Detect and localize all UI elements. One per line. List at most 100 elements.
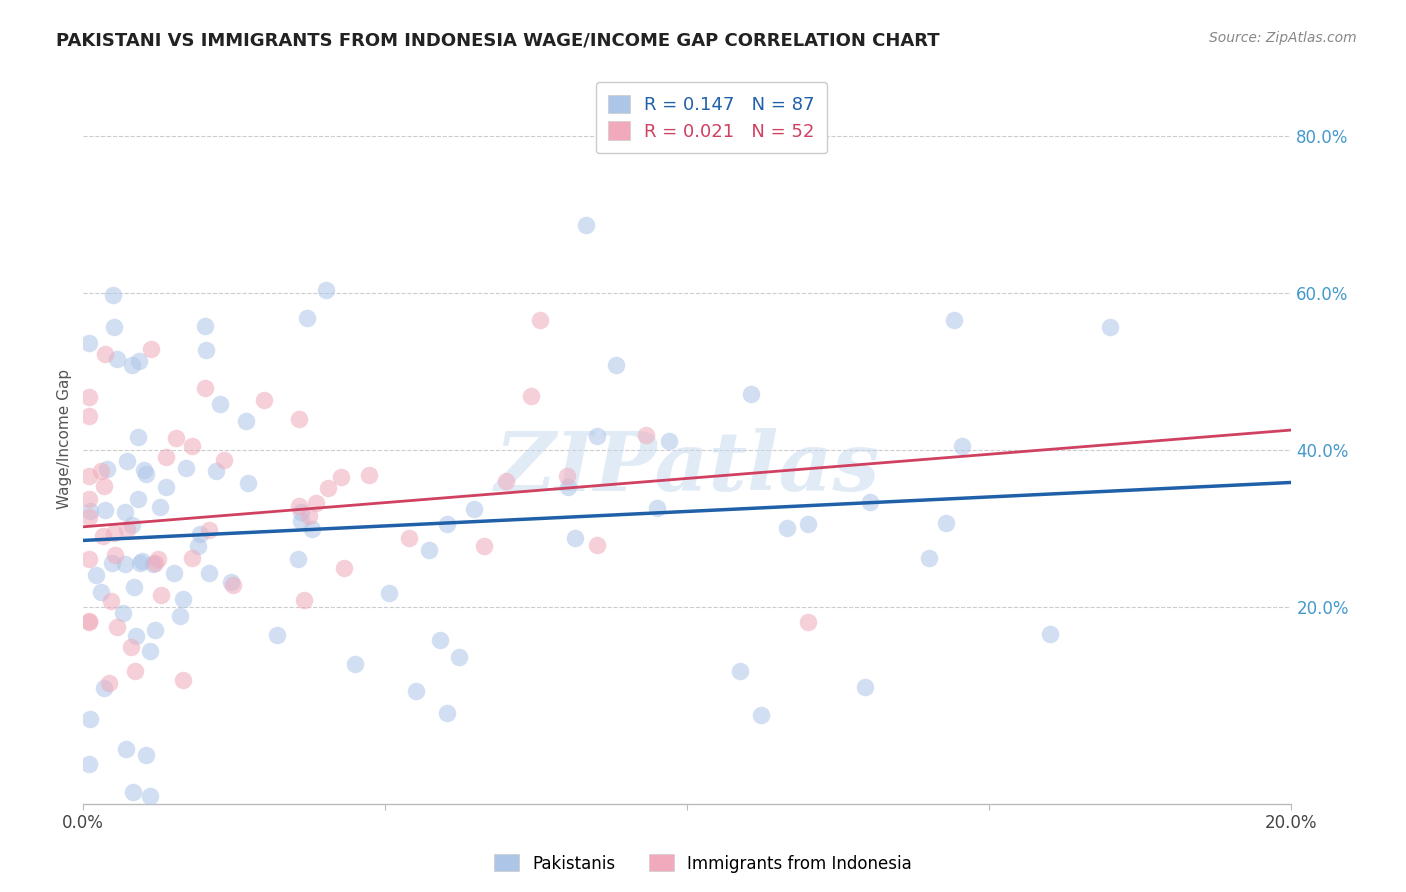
Point (105, 620, 128, 634)
Point (79, 712, 101, 726)
Point (585, 429, 607, 443)
Point (176, 460, 198, 475)
Point (84, 568, 107, 582)
Point (585, 538, 607, 552)
Point (645, 501, 668, 516)
Point (122, 784, 145, 798)
Point (290, 505, 312, 519)
Point (316, 481, 339, 495)
Point (135, 467, 157, 481)
Point (935, 516, 957, 530)
Point (198, 566, 221, 581)
Point (298, 509, 321, 524)
Point (181, 439, 204, 453)
Point (135, 748, 157, 763)
Point (292, 593, 315, 607)
Point (463, 502, 485, 516)
Point (219, 574, 242, 589)
Point (634, 428, 657, 442)
Point (520, 389, 543, 403)
Point (114, 505, 136, 519)
Point (205, 464, 228, 478)
Point (79, 468, 101, 483)
Point (98, 676, 121, 690)
Point (329, 470, 352, 484)
Point (447, 650, 470, 665)
Point (121, 358, 143, 372)
Point (101, 287, 124, 301)
Point (134, 463, 156, 477)
Point (149, 500, 172, 514)
Legend: R = 0.147   N = 87, R = 0.021   N = 52: R = 0.147 N = 87, R = 0.021 N = 52 (596, 82, 828, 153)
Point (155, 450, 177, 464)
Point (104, 548, 127, 562)
Point (418, 542, 440, 557)
Point (79, 503, 101, 517)
Point (79, 335, 101, 350)
Point (194, 319, 217, 334)
Point (169, 609, 191, 624)
Point (128, 354, 150, 368)
Point (172, 592, 194, 607)
Point (797, 615, 820, 629)
Point (79, 509, 101, 524)
Point (198, 523, 221, 537)
Point (79, 390, 101, 404)
Point (797, 516, 820, 531)
Point (121, 518, 143, 533)
Point (90, 465, 112, 479)
Point (79, 409, 101, 424)
Point (143, 556, 166, 570)
Point (472, 539, 495, 553)
Point (139, 789, 162, 804)
Point (222, 578, 245, 592)
Point (209, 397, 232, 411)
Point (165, 431, 187, 445)
Point (122, 580, 145, 594)
Point (149, 588, 172, 602)
Point (943, 313, 966, 327)
Point (146, 552, 169, 566)
Point (436, 706, 458, 720)
Point (564, 531, 586, 545)
Point (79, 491, 101, 506)
Point (398, 532, 420, 546)
Point (131, 554, 153, 568)
Point (555, 469, 578, 483)
Point (155, 480, 177, 494)
Point (776, 521, 799, 535)
Point (194, 381, 217, 395)
Point (90, 585, 112, 599)
Point (290, 514, 312, 528)
Point (377, 586, 399, 600)
Legend: Pakistanis, Immigrants from Indonesia: Pakistanis, Immigrants from Indonesia (488, 847, 918, 880)
Point (142, 557, 165, 571)
Point (529, 313, 551, 327)
Point (103, 525, 125, 540)
Point (658, 434, 681, 448)
Point (187, 539, 209, 553)
Point (93, 681, 115, 695)
Text: ZIPatlas: ZIPatlas (495, 428, 880, 508)
Point (172, 673, 194, 687)
Point (853, 680, 876, 694)
Point (100, 556, 122, 570)
Point (129, 556, 152, 570)
Point (305, 496, 328, 510)
Point (124, 664, 146, 678)
Point (94, 347, 117, 361)
Point (120, 640, 142, 655)
Point (139, 644, 162, 658)
Point (238, 475, 260, 490)
Point (79, 551, 101, 566)
Point (605, 359, 627, 373)
Point (143, 623, 166, 637)
Point (214, 453, 236, 467)
Point (194, 343, 217, 358)
Point (749, 708, 772, 723)
Point (124, 629, 146, 643)
Point (557, 480, 579, 494)
Point (950, 439, 973, 453)
Point (343, 657, 366, 671)
Point (740, 387, 762, 401)
